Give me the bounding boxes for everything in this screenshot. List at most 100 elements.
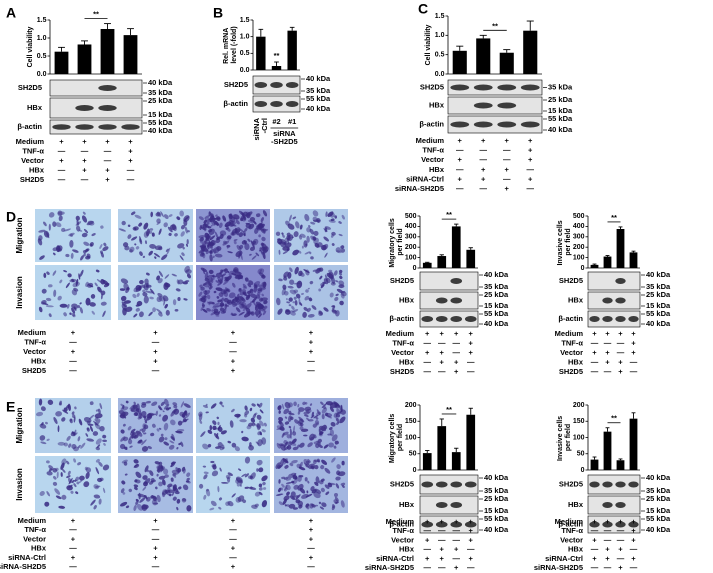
stained-cell xyxy=(298,270,303,277)
stained-cell xyxy=(252,240,256,245)
stained-cell xyxy=(242,283,248,289)
stained-cell xyxy=(261,274,266,279)
stained-cell xyxy=(212,420,217,425)
stained-cell xyxy=(338,272,343,276)
micrograph-row-label: Invasion xyxy=(15,468,24,501)
bar xyxy=(590,459,599,470)
stained-cell xyxy=(250,311,255,316)
stained-cell xyxy=(213,290,217,294)
stained-cell xyxy=(311,503,316,508)
stained-cell xyxy=(232,282,236,288)
condition-sign: — xyxy=(503,155,511,164)
stained-cell xyxy=(244,414,248,418)
condition-sign: — xyxy=(424,367,432,376)
blot-band xyxy=(435,521,448,528)
stained-cell xyxy=(239,419,247,423)
stained-cell xyxy=(121,459,128,464)
condition-label: Medium xyxy=(386,329,415,338)
stained-cell xyxy=(102,246,109,252)
stained-cell xyxy=(73,429,77,436)
stained-cell xyxy=(240,253,243,261)
condition-label: siRNA-SH2D5 xyxy=(365,563,414,572)
stained-cell xyxy=(317,438,322,443)
stained-cell xyxy=(209,507,215,511)
blot-label: β-actin xyxy=(17,122,42,131)
micrograph-row-label: Invasion xyxy=(15,276,24,309)
blot-label: SH2D5 xyxy=(559,479,583,488)
stained-cell xyxy=(125,505,130,509)
stained-cell xyxy=(89,401,94,406)
condition-label: Vector xyxy=(23,347,46,356)
blot-band xyxy=(464,521,477,528)
stained-cell xyxy=(207,429,213,435)
condition-sign: — xyxy=(456,165,464,174)
stained-cell xyxy=(292,301,295,304)
stained-cell xyxy=(146,228,150,237)
stained-cell xyxy=(336,411,342,415)
condition-sign: + xyxy=(528,174,533,183)
stained-cell xyxy=(311,411,314,417)
stained-cell xyxy=(146,272,150,276)
stained-cell xyxy=(48,212,55,218)
stained-cell xyxy=(219,446,225,451)
stained-cell xyxy=(323,444,329,449)
condition-sign: + xyxy=(440,357,445,366)
stained-cell xyxy=(217,421,220,426)
stained-cell xyxy=(157,278,163,284)
stained-cell xyxy=(225,224,230,227)
stained-cell xyxy=(238,287,242,291)
stained-cell xyxy=(122,423,126,427)
stained-cell xyxy=(310,486,315,492)
stained-cell xyxy=(227,251,233,254)
marker-label: 40 kDa xyxy=(148,126,173,135)
condition-label: Medium xyxy=(16,137,45,146)
marker-label: 35 kDa xyxy=(646,282,671,291)
stained-cell xyxy=(38,229,46,233)
stained-cell xyxy=(73,483,77,488)
stained-cell xyxy=(79,479,83,483)
y-axis-label: Cell viability xyxy=(425,24,432,65)
error-bar xyxy=(631,412,636,419)
stained-cell xyxy=(252,422,259,428)
stained-cell xyxy=(199,420,203,424)
marker-label: 25 kDa xyxy=(484,494,509,503)
stained-cell xyxy=(231,298,235,303)
condition-sign: + xyxy=(458,136,463,145)
stained-cell xyxy=(200,236,204,244)
stained-cell xyxy=(76,481,80,485)
condition-sign: + xyxy=(481,174,486,183)
stained-cell xyxy=(75,278,79,287)
stained-cell xyxy=(257,304,264,309)
stained-cell xyxy=(327,211,334,217)
stained-cell xyxy=(71,307,76,314)
condition-label: Medium xyxy=(555,517,584,526)
blot-band xyxy=(450,297,463,304)
y-tick-label: 100 xyxy=(573,434,585,441)
stained-cell xyxy=(231,493,236,498)
stained-cell xyxy=(231,272,237,276)
stained-cell xyxy=(52,221,57,227)
stained-cell xyxy=(95,438,102,445)
marker-label: 40 kDa xyxy=(484,270,509,279)
stained-cell xyxy=(118,228,126,232)
stained-cell xyxy=(304,251,311,255)
condition-label: TNF-α xyxy=(22,146,44,155)
stained-cell xyxy=(231,313,237,317)
bar xyxy=(603,256,612,268)
marker-label: 35 kDa xyxy=(484,486,509,495)
stained-cell xyxy=(289,495,296,500)
stained-cell xyxy=(318,426,322,435)
stained-cell xyxy=(226,236,231,241)
stained-cell xyxy=(149,243,156,249)
stained-cell xyxy=(235,307,241,313)
y-axis-label: Rel. mRNA level (-fold) xyxy=(223,26,238,64)
condition-sign: + xyxy=(425,517,430,526)
stained-cell xyxy=(316,440,322,446)
stained-cell xyxy=(247,238,251,242)
stained-cell xyxy=(167,226,173,233)
y-tick-label: 400 xyxy=(573,223,585,230)
stained-cell xyxy=(293,289,299,293)
stained-cell xyxy=(121,480,126,485)
stained-cell xyxy=(210,311,217,316)
stained-cell xyxy=(156,465,162,470)
